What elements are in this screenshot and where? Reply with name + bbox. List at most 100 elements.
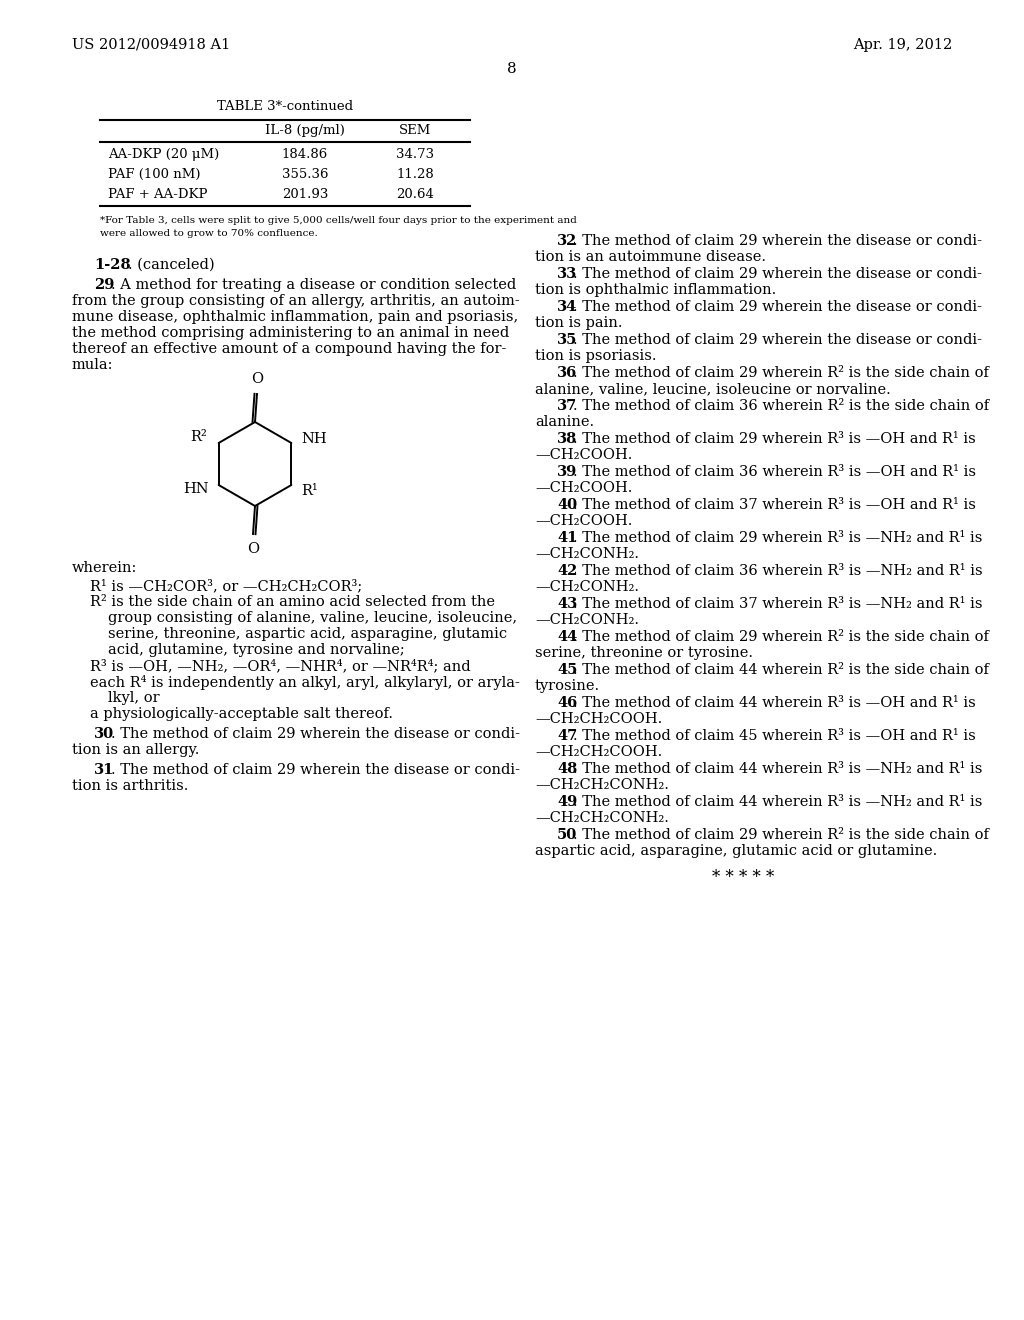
Text: thereof an effective amount of a compound having the for-: thereof an effective amount of a compoun… <box>72 342 507 356</box>
Text: aspartic acid, asparagine, glutamic acid or glutamine.: aspartic acid, asparagine, glutamic acid… <box>535 843 937 858</box>
Text: 32: 32 <box>557 234 578 248</box>
Text: HN: HN <box>183 482 209 496</box>
Text: —CH₂CH₂COOH.: —CH₂CH₂COOH. <box>535 711 663 726</box>
Text: . The method of claim 37 wherein R³ is —OH and R¹ is: . The method of claim 37 wherein R³ is —… <box>573 498 976 512</box>
Text: SEM: SEM <box>398 124 431 137</box>
Text: R³ is —OH, —NH₂, —OR⁴, —NHR⁴, or —NR⁴R⁴; and: R³ is —OH, —NH₂, —OR⁴, —NHR⁴, or —NR⁴R⁴;… <box>90 659 471 673</box>
Text: a physiologically-acceptable salt thereof.: a physiologically-acceptable salt thereo… <box>90 708 393 721</box>
Text: —CH₂CONH₂.: —CH₂CONH₂. <box>535 546 639 561</box>
Text: NH: NH <box>301 432 327 446</box>
Text: tion is an autoimmune disease.: tion is an autoimmune disease. <box>535 249 766 264</box>
Text: 34.73: 34.73 <box>396 148 434 161</box>
Text: 45: 45 <box>557 663 578 677</box>
Text: . A method for treating a disease or condition selected: . A method for treating a disease or con… <box>111 279 516 292</box>
Text: tion is pain.: tion is pain. <box>535 315 623 330</box>
Text: 39: 39 <box>557 465 578 479</box>
Text: lkyl, or: lkyl, or <box>108 690 160 705</box>
Text: —CH₂CH₂CONH₂.: —CH₂CH₂CONH₂. <box>535 810 669 825</box>
Text: . The method of claim 29 wherein R² is the side chain of: . The method of claim 29 wherein R² is t… <box>573 366 989 380</box>
Text: . The method of claim 29 wherein R³ is —OH and R¹ is: . The method of claim 29 wherein R³ is —… <box>573 432 976 446</box>
Text: 50: 50 <box>557 828 578 842</box>
Text: IL-8 (pg/ml): IL-8 (pg/ml) <box>265 124 345 137</box>
Text: —CH₂CONH₂.: —CH₂CONH₂. <box>535 612 639 627</box>
Text: 44: 44 <box>557 630 578 644</box>
Text: 40: 40 <box>557 498 578 512</box>
Text: * * * * *: * * * * * <box>713 869 774 886</box>
Text: 201.93: 201.93 <box>282 187 328 201</box>
Text: tyrosine.: tyrosine. <box>535 678 600 693</box>
Text: —CH₂COOH.: —CH₂COOH. <box>535 513 633 528</box>
Text: US 2012/0094918 A1: US 2012/0094918 A1 <box>72 38 230 51</box>
Text: 30: 30 <box>94 727 114 741</box>
Text: 37: 37 <box>557 399 578 413</box>
Text: 47: 47 <box>557 729 578 743</box>
Text: 34: 34 <box>557 300 578 314</box>
Text: . The method of claim 45 wherein R³ is —OH and R¹ is: . The method of claim 45 wherein R³ is —… <box>573 729 976 743</box>
Text: R¹: R¹ <box>301 484 318 498</box>
Text: . The method of claim 29 wherein the disease or condi-: . The method of claim 29 wherein the dis… <box>573 333 982 347</box>
Text: —CH₂CH₂COOH.: —CH₂CH₂COOH. <box>535 744 663 759</box>
Text: 20.64: 20.64 <box>396 187 434 201</box>
Text: serine, threonine, aspartic acid, asparagine, glutamic: serine, threonine, aspartic acid, aspara… <box>108 627 507 642</box>
Text: serine, threonine or tyrosine.: serine, threonine or tyrosine. <box>535 645 753 660</box>
Text: . The method of claim 44 wherein R³ is —NH₂ and R¹ is: . The method of claim 44 wherein R³ is —… <box>573 795 982 809</box>
Text: O: O <box>247 543 259 556</box>
Text: 35: 35 <box>557 333 578 347</box>
Text: 33: 33 <box>557 267 578 281</box>
Text: R¹ is —CH₂COR³, or —CH₂CH₂COR³;: R¹ is —CH₂COR³, or —CH₂CH₂COR³; <box>90 579 362 593</box>
Text: . The method of claim 37 wherein R³ is —NH₂ and R¹ is: . The method of claim 37 wherein R³ is —… <box>573 597 982 611</box>
Text: 1-28: 1-28 <box>94 257 131 272</box>
Text: . The method of claim 29 wherein R² is the side chain of: . The method of claim 29 wherein R² is t… <box>573 630 989 644</box>
Text: from the group consisting of an allergy, arthritis, an autoim-: from the group consisting of an allergy,… <box>72 294 520 308</box>
Text: acid, glutamine, tyrosine and norvaline;: acid, glutamine, tyrosine and norvaline; <box>108 643 404 657</box>
Text: R² is the side chain of an amino acid selected from the: R² is the side chain of an amino acid se… <box>90 595 495 609</box>
Text: *For Table 3, cells were split to give 5,000 cells/well four days prior to the e: *For Table 3, cells were split to give 5… <box>100 216 577 224</box>
Text: . The method of claim 29 wherein the disease or condi-: . The method of claim 29 wherein the dis… <box>573 234 982 248</box>
Text: alanine.: alanine. <box>535 414 594 429</box>
Text: 49: 49 <box>557 795 578 809</box>
Text: each R⁴ is independently an alkyl, aryl, alkylaryl, or aryla-: each R⁴ is independently an alkyl, aryl,… <box>90 675 520 690</box>
Text: were allowed to grow to 70% confluence.: were allowed to grow to 70% confluence. <box>100 228 317 238</box>
Text: 38: 38 <box>557 432 578 446</box>
Text: alanine, valine, leucine, isoleucine or norvaline.: alanine, valine, leucine, isoleucine or … <box>535 381 891 396</box>
Text: mula:: mula: <box>72 358 114 372</box>
Text: . The method of claim 36 wherein R³ is —NH₂ and R¹ is: . The method of claim 36 wherein R³ is —… <box>573 564 983 578</box>
Text: group consisting of alanine, valine, leucine, isoleucine,: group consisting of alanine, valine, leu… <box>108 611 517 624</box>
Text: . The method of claim 44 wherein R³ is —OH and R¹ is: . The method of claim 44 wherein R³ is —… <box>573 696 976 710</box>
Text: AA-DKP (20 μM): AA-DKP (20 μM) <box>108 148 219 161</box>
Text: 11.28: 11.28 <box>396 168 434 181</box>
Text: mune disease, ophthalmic inflammation, pain and psoriasis,: mune disease, ophthalmic inflammation, p… <box>72 310 518 323</box>
Text: . (canceled): . (canceled) <box>128 257 215 272</box>
Text: . The method of claim 36 wherein R² is the side chain of: . The method of claim 36 wherein R² is t… <box>573 399 989 413</box>
Text: PAF + AA-DKP: PAF + AA-DKP <box>108 187 208 201</box>
Text: the method comprising administering to an animal in need: the method comprising administering to a… <box>72 326 509 341</box>
Text: —CH₂CH₂CONH₂.: —CH₂CH₂CONH₂. <box>535 777 669 792</box>
Text: 41: 41 <box>557 531 578 545</box>
Text: 31: 31 <box>94 763 115 777</box>
Text: O: O <box>251 372 263 385</box>
Text: 36: 36 <box>557 366 578 380</box>
Text: Apr. 19, 2012: Apr. 19, 2012 <box>853 38 952 51</box>
Text: wherein:: wherein: <box>72 561 137 576</box>
Text: —CH₂COOH.: —CH₂COOH. <box>535 447 633 462</box>
Text: . The method of claim 29 wherein the disease or condi-: . The method of claim 29 wherein the dis… <box>111 727 520 741</box>
Text: 184.86: 184.86 <box>282 148 328 161</box>
Text: . The method of claim 36 wherein R³ is —OH and R¹ is: . The method of claim 36 wherein R³ is —… <box>573 465 976 479</box>
Text: . The method of claim 29 wherein the disease or condi-: . The method of claim 29 wherein the dis… <box>111 763 520 777</box>
Text: 48: 48 <box>557 762 578 776</box>
Text: tion is psoriasis.: tion is psoriasis. <box>535 348 656 363</box>
Text: tion is arthritis.: tion is arthritis. <box>72 779 188 793</box>
Text: 29: 29 <box>94 279 115 292</box>
Text: —CH₂CONH₂.: —CH₂CONH₂. <box>535 579 639 594</box>
Text: 42: 42 <box>557 564 578 578</box>
Text: TABLE 3*-continued: TABLE 3*-continued <box>217 100 353 114</box>
Text: 46: 46 <box>557 696 578 710</box>
Text: PAF (100 nM): PAF (100 nM) <box>108 168 201 181</box>
Text: R²: R² <box>189 430 207 444</box>
Text: tion is an allergy.: tion is an allergy. <box>72 743 200 756</box>
Text: 355.36: 355.36 <box>282 168 329 181</box>
Text: —CH₂COOH.: —CH₂COOH. <box>535 480 633 495</box>
Text: tion is ophthalmic inflammation.: tion is ophthalmic inflammation. <box>535 282 776 297</box>
Text: 43: 43 <box>557 597 578 611</box>
Text: . The method of claim 29 wherein R² is the side chain of: . The method of claim 29 wherein R² is t… <box>573 828 989 842</box>
